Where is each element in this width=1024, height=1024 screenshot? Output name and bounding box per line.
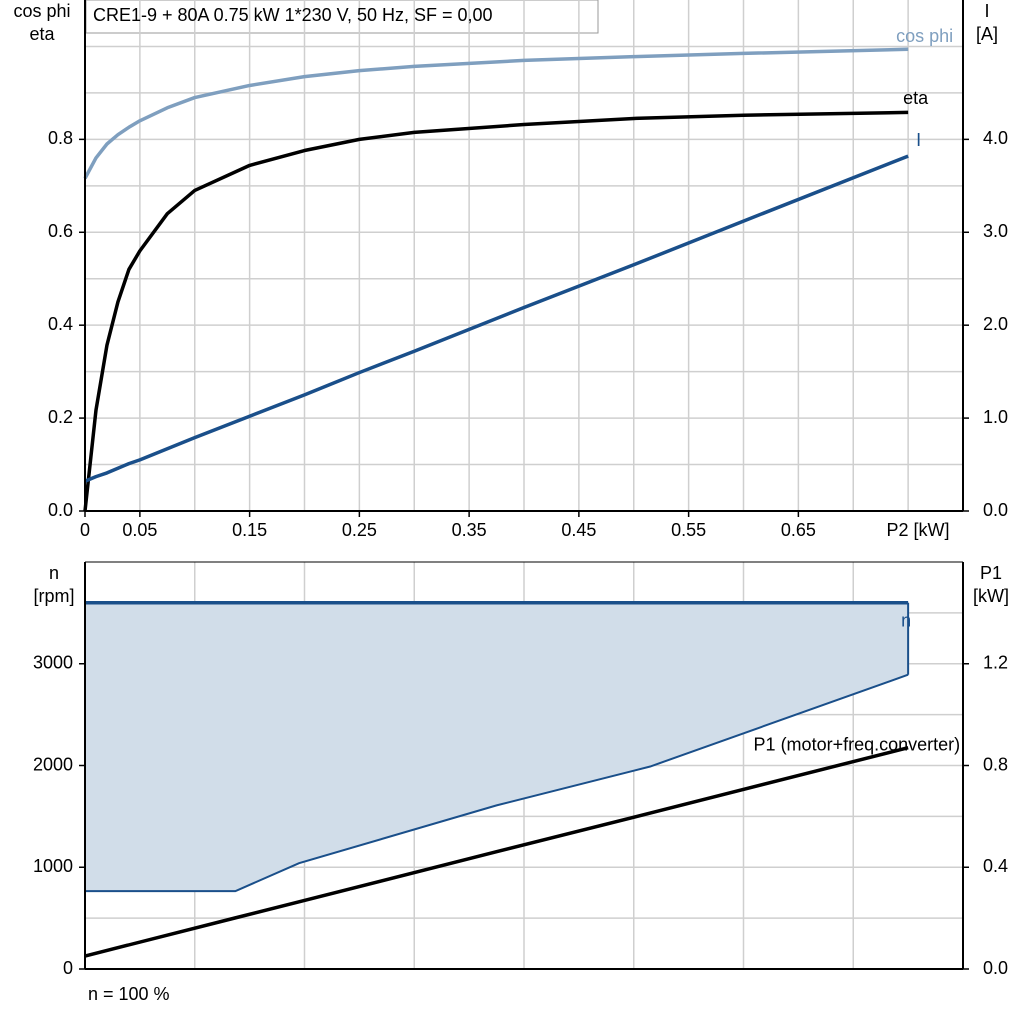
- series-label: cos phi: [896, 26, 953, 46]
- y2-tick-label: 3.0: [983, 221, 1008, 241]
- y2-tick-label: 0.8: [983, 754, 1008, 774]
- y-axis-label: [rpm]: [33, 586, 74, 606]
- series-line: [83, 47, 909, 180]
- y2-axis-label: P1: [980, 563, 1002, 583]
- y-axis-label: cos phi: [13, 1, 70, 21]
- series-line: [84, 154, 909, 483]
- y2-tick-label: 1.2: [983, 653, 1008, 673]
- lower-line: [85, 673, 909, 893]
- y2-tick-label: 0.0: [983, 958, 1008, 978]
- x-tick-label: 0.05: [122, 520, 157, 540]
- y-tick-label: 0.4: [48, 314, 73, 334]
- x-tick-label: 0.55: [671, 520, 706, 540]
- x-tick-label: 0.25: [342, 520, 377, 540]
- y2-axis-label: [A]: [976, 24, 998, 44]
- chart-title: CRE1-9 + 80A 0.75 kW 1*230 V, 50 Hz, SF …: [93, 5, 493, 25]
- y2-tick-label: 0.0: [983, 500, 1008, 520]
- y-axis-label: eta: [29, 24, 55, 44]
- series-label: n: [901, 610, 911, 630]
- title-box: [85, 0, 599, 34]
- x-tick-label: 0: [80, 520, 90, 540]
- y-tick-label: 0.0: [48, 500, 73, 520]
- x-tick-label: 0.65: [781, 520, 816, 540]
- x-tick-label: 0.35: [452, 520, 487, 540]
- series-label: P1 (motor+freq.converter): [754, 734, 961, 754]
- y-tick-label: 0: [63, 958, 73, 978]
- x-tick-label: 0.15: [232, 520, 267, 540]
- series-line: [84, 745, 909, 958]
- y-tick-label: 1000: [33, 856, 73, 876]
- y-tick-label: 0.2: [48, 407, 73, 427]
- y2-tick-label: 4.0: [983, 128, 1008, 148]
- x-tick-label: 0.45: [561, 520, 596, 540]
- series-line: [83, 110, 909, 512]
- y2-tick-label: 0.4: [983, 856, 1008, 876]
- area: [85, 602, 909, 892]
- series-label: eta: [903, 88, 929, 108]
- y2-tick-label: 2.0: [983, 314, 1008, 334]
- y-tick-label: 2000: [33, 754, 73, 774]
- y2-axis-label: I: [984, 1, 989, 21]
- y2-axis-label: [kW]: [973, 586, 1009, 606]
- y-tick-label: 0.8: [48, 128, 73, 148]
- y-tick-label: 3000: [33, 653, 73, 673]
- x-axis-label: P2 [kW]: [886, 520, 949, 540]
- series-label: I: [916, 130, 921, 150]
- note: n = 100 %: [88, 984, 170, 1004]
- y2-tick-label: 1.0: [983, 407, 1008, 427]
- y-tick-label: 0.6: [48, 221, 73, 241]
- y-axis-label: n: [49, 563, 59, 583]
